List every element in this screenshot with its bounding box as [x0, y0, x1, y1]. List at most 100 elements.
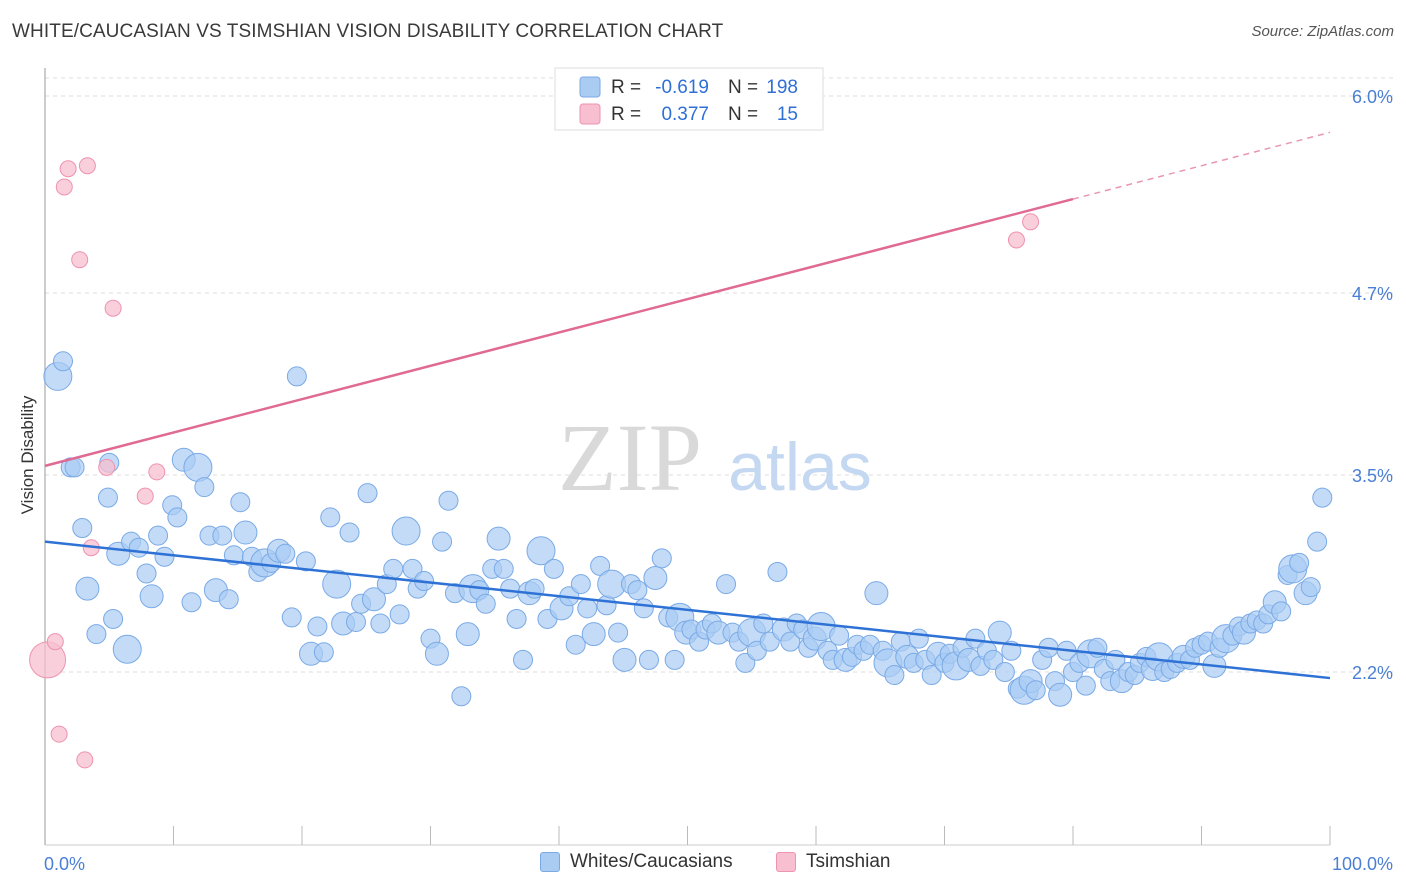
- data-point-whites: [281, 607, 302, 628]
- data-point-whites: [994, 662, 1015, 682]
- data-point-tsimshian: [98, 458, 116, 476]
- legend-n-value: 15: [777, 104, 798, 125]
- data-point-whites: [307, 616, 328, 637]
- data-point-whites: [383, 558, 404, 579]
- data-point-tsimshian: [71, 251, 89, 269]
- data-point-whites: [389, 604, 410, 625]
- data-point-whites: [486, 526, 511, 551]
- data-point-whites: [212, 525, 233, 546]
- data-point-whites: [103, 608, 124, 629]
- trend-lines: [44, 131, 1331, 680]
- data-point-whites: [112, 634, 142, 664]
- data-point-whites: [1307, 531, 1328, 552]
- legend-label-tsimshian: Tsimshian: [806, 851, 891, 872]
- legend-n-label: N =: [728, 77, 758, 98]
- data-point-whites: [612, 647, 637, 672]
- data-point-whites: [735, 652, 756, 673]
- y-tick-label: 3.5%: [1352, 466, 1393, 486]
- data-point-whites: [86, 624, 107, 645]
- data-point-whites: [1312, 487, 1333, 508]
- data-point-whites: [1048, 682, 1073, 707]
- chart-title: WHITE/CAUCASIAN VS TSIMSHIAN VISION DISA…: [12, 21, 724, 42]
- legend-swatch-tsimshian: [776, 852, 796, 872]
- trend-line-whites: [44, 540, 1331, 680]
- data-point-whites: [75, 576, 100, 601]
- legend-r-label: R =: [611, 77, 641, 98]
- data-point-whites: [286, 366, 307, 387]
- data-point-whites: [72, 518, 93, 538]
- data-point-tsimshian: [46, 633, 64, 651]
- series-whites-points: [43, 351, 1333, 707]
- data-point-whites: [194, 477, 215, 498]
- data-point-whites: [884, 665, 905, 686]
- data-point-whites: [345, 611, 366, 632]
- data-point-whites: [500, 578, 521, 599]
- data-point-tsimshian: [104, 299, 122, 317]
- data-point-whites: [1025, 680, 1046, 701]
- data-point-whites: [513, 649, 534, 670]
- y-tick-labels: 2.2% 3.5% 4.7% 6.0%: [1352, 87, 1393, 683]
- data-point-whites: [357, 483, 378, 504]
- data-point-whites: [233, 520, 258, 545]
- data-point-whites: [230, 492, 251, 513]
- data-point-whites: [596, 595, 617, 616]
- legend-swatch-whites: [540, 852, 560, 872]
- data-point-whites: [493, 558, 514, 579]
- data-point-whites: [148, 525, 169, 546]
- legend-item-whites: Whites/Caucasians: [540, 851, 733, 873]
- data-point-whites: [139, 584, 164, 609]
- data-point-tsimshian: [1007, 231, 1025, 249]
- data-point-whites: [638, 649, 659, 670]
- watermark-atlas: atlas: [728, 429, 872, 505]
- data-point-tsimshian: [148, 463, 166, 481]
- data-point-whites: [438, 490, 459, 511]
- data-point-tsimshian: [136, 487, 154, 505]
- data-point-whites: [455, 622, 480, 647]
- trend-line-tsimshian-extension: [1072, 131, 1331, 200]
- data-point-whites: [1289, 552, 1310, 573]
- legend-label-whites: Whites/Caucasians: [570, 851, 733, 872]
- legend-r-value: 0.377: [661, 104, 709, 125]
- data-point-whites: [643, 566, 668, 591]
- data-point-whites: [339, 522, 360, 543]
- legend-n-label: N =: [728, 104, 758, 125]
- y-axis-label: Vision Disability: [18, 395, 37, 514]
- data-point-whites: [780, 631, 801, 652]
- trend-line-tsimshian: [44, 197, 1074, 468]
- data-point-whites: [608, 622, 629, 643]
- x-tick-label-min: 0.0%: [44, 854, 85, 874]
- legend-swatch-pink: [579, 103, 601, 125]
- data-point-whites: [1001, 640, 1022, 661]
- data-point-whites: [361, 587, 386, 612]
- data-point-whites: [651, 548, 672, 569]
- data-point-whites: [183, 452, 213, 482]
- watermark-zip: ZIP: [558, 404, 702, 511]
- data-point-whites: [908, 628, 929, 649]
- data-point-whites: [565, 634, 586, 655]
- data-point-whites: [451, 686, 472, 707]
- data-point-whites: [52, 351, 73, 372]
- data-point-whites: [295, 551, 316, 572]
- data-point-whites: [218, 589, 239, 610]
- watermark: ZIP atlas: [558, 404, 872, 511]
- source-label: Source: ZipAtlas.com: [1251, 23, 1394, 40]
- data-point-whites: [97, 487, 118, 508]
- data-point-whites: [154, 546, 175, 567]
- data-point-whites: [506, 608, 527, 629]
- legend-r-value: -0.619: [655, 77, 709, 98]
- data-point-whites: [136, 563, 157, 584]
- x-axis-ticks: [44, 826, 1331, 845]
- data-point-whites: [664, 649, 685, 670]
- data-point-whites: [167, 507, 188, 528]
- data-point-whites: [275, 543, 296, 564]
- x-tick-label-max: 100.0%: [1332, 854, 1393, 874]
- legend-item-tsimshian: Tsimshian: [776, 851, 890, 873]
- data-point-tsimshian: [1022, 213, 1040, 231]
- data-point-whites: [983, 649, 1004, 670]
- data-point-whites: [864, 581, 889, 606]
- data-point-whites: [475, 593, 496, 614]
- data-point-whites: [181, 592, 202, 613]
- data-point-whites: [543, 558, 564, 579]
- data-point-whites: [1075, 675, 1096, 696]
